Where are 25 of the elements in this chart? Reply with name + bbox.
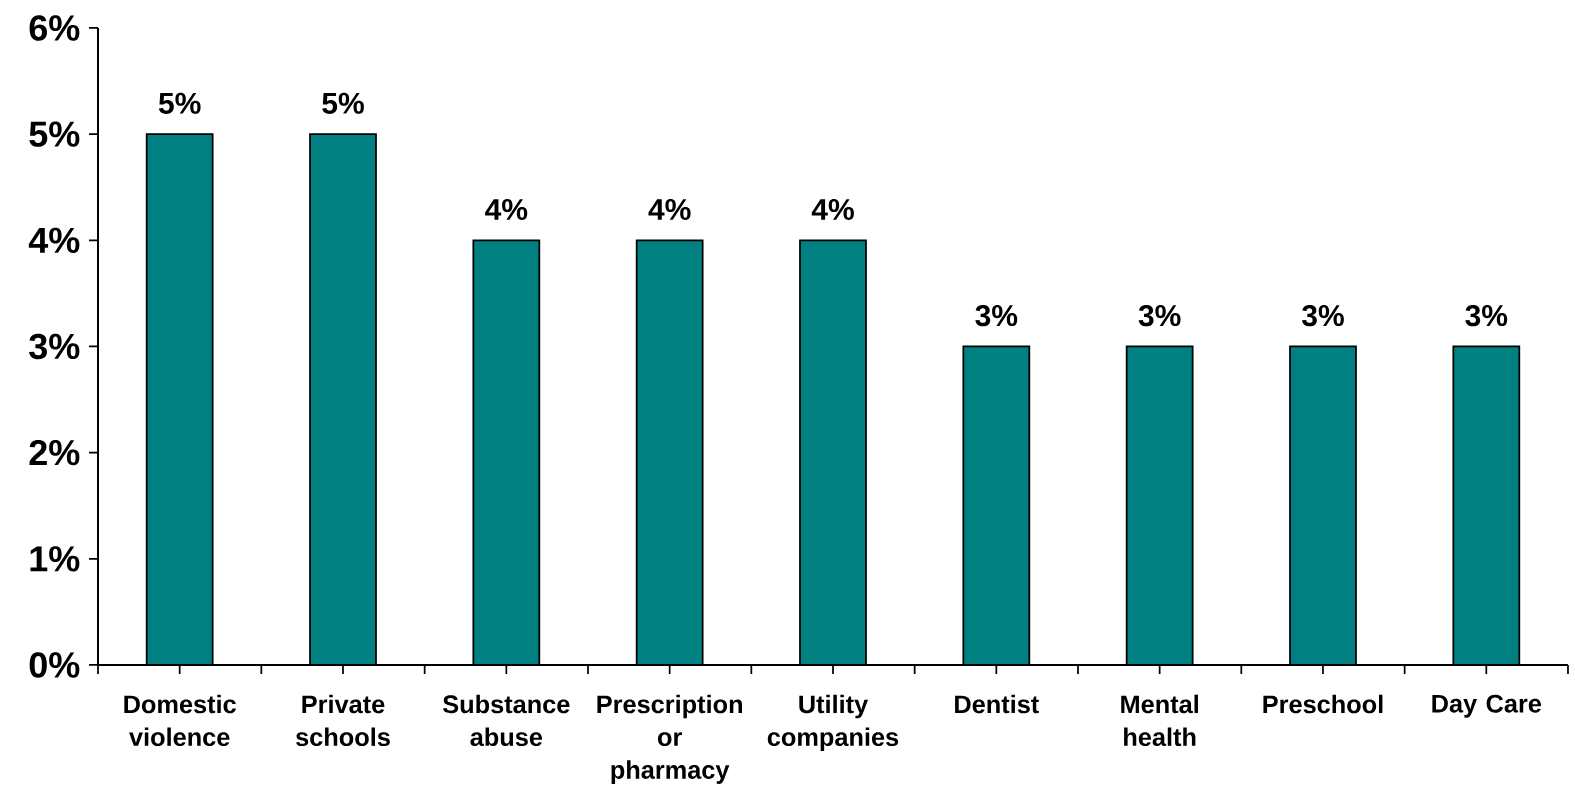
y-tick-label: 6%: [29, 15, 80, 41]
x-tick-label: Private schools: [296, 694, 390, 747]
x-tick-label: Substance abuse: [443, 694, 570, 747]
x-tick-label: Dentist: [955, 694, 1039, 714]
data-label: 3%: [1301, 304, 1344, 327]
x-tick-label: Domestic violence: [124, 694, 236, 747]
data-label: 4%: [648, 198, 691, 221]
y-tick-label: 2%: [29, 439, 80, 466]
y-tick-label: 3%: [29, 333, 80, 360]
x-tick-label: Utility companies: [767, 694, 899, 752]
data-label: 3%: [1138, 304, 1181, 327]
x-tick-label: Preschool: [1263, 694, 1383, 714]
y-tick-label: 0%: [29, 652, 80, 678]
x-tick-label: Mental health: [1121, 694, 1198, 747]
y-tick-label: 5%: [29, 121, 80, 147]
data-label: 5%: [158, 92, 201, 114]
y-tick-label: 4%: [28, 227, 80, 253]
x-tick-label: Day Care: [1432, 694, 1542, 718]
x-tick-label: Prescription or pharmacy: [597, 694, 742, 784]
y-tick-label: 1%: [30, 546, 80, 572]
data-label: 4%: [485, 198, 528, 221]
data-label: 5%: [322, 92, 364, 114]
data-label: 3%: [1465, 304, 1508, 327]
data-label: 4%: [811, 198, 854, 221]
data-label: 3%: [975, 304, 1018, 327]
